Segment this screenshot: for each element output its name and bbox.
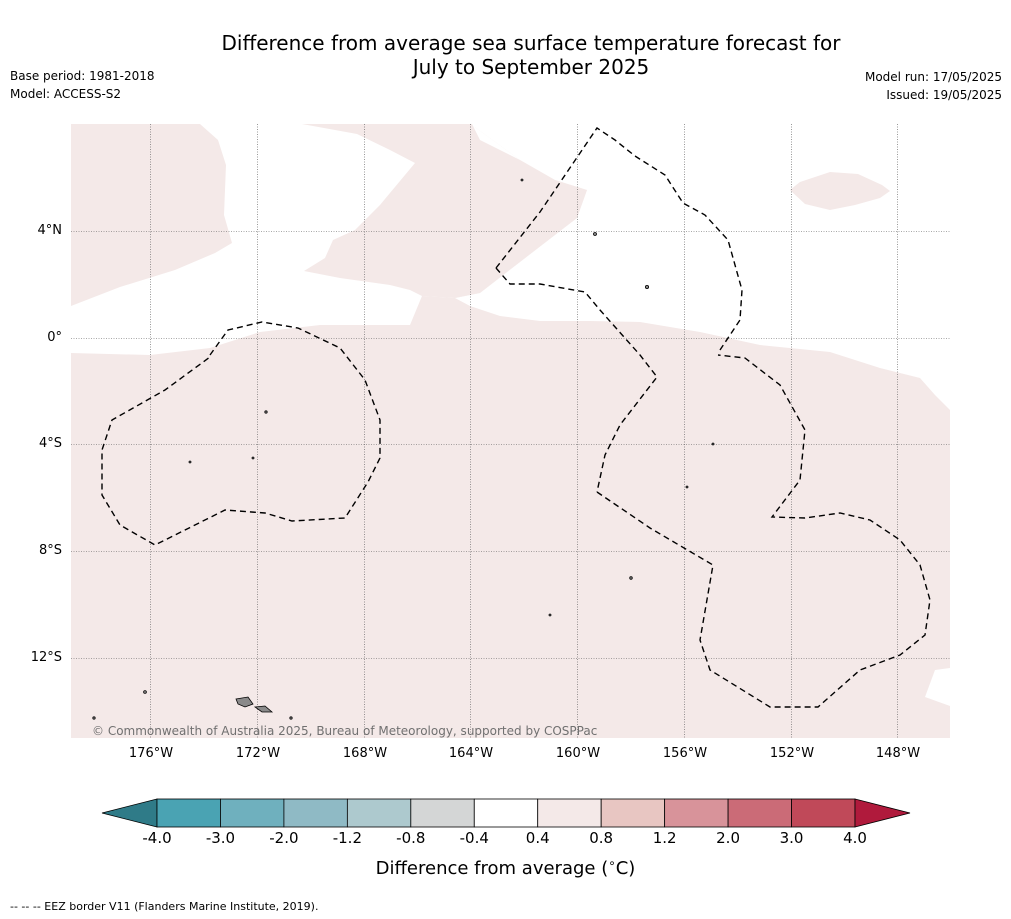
lat-label-12s: 12°S (30, 650, 62, 665)
island-savaii (235, 696, 254, 708)
colorbar-label-unit: C) (615, 858, 636, 879)
colorbar-segment (600, 798, 666, 828)
colorbar-tick-label: 1.2 (652, 829, 677, 847)
issued-date: Issued: 19/05/2025 (886, 88, 1002, 102)
island-atoll-12 (548, 613, 552, 617)
lat-label-0: 0° (47, 330, 62, 345)
lon-label-156w: 156°W (662, 746, 708, 761)
colorbar-segment (473, 798, 539, 828)
eez-border-kiribati-east (495, 127, 743, 351)
lon-label-152w: 152°W (769, 746, 815, 761)
island-atoll-13 (520, 178, 524, 182)
colorbar-tick-label: 0.8 (589, 829, 614, 847)
colorbar-tick-label: 0.4 (525, 829, 550, 847)
meta-right: Model run: 17/05/2025 Issued: 19/05/2025 (865, 68, 1002, 104)
eez-border-kiribati-north (495, 267, 658, 493)
map-title-line1: Difference from average sea surface temp… (221, 31, 841, 55)
island-upolu (253, 705, 274, 713)
island-atoll-10 (711, 442, 715, 446)
lon-label-168w: 168°W (342, 746, 388, 761)
colorbar-segment (283, 798, 348, 828)
colorbar-segment (156, 798, 221, 828)
colorbar-tick-label: -0.8 (396, 829, 426, 847)
island-atoll-6 (629, 576, 633, 580)
colorbar-segment (346, 798, 412, 828)
colorbar-segment (220, 798, 285, 828)
island-atoll-3 (251, 456, 255, 460)
colorbar-tick-label: -4.0 (142, 829, 172, 847)
colorbar-segment (727, 798, 792, 828)
lat-label-4n: 4°N (37, 223, 63, 238)
eez-borders (101, 127, 931, 708)
eez-border-cook-polynesia (596, 354, 931, 708)
base-period: Base period: 1981-2018 (10, 69, 155, 83)
lon-label-148w: 148°W (875, 746, 921, 761)
colorbar-tick-label: -3.0 (205, 829, 236, 847)
colorbar-tick-label: 2.0 (716, 829, 740, 847)
colorbar-extend-high (854, 798, 911, 828)
lon-label-176w: 176°W (128, 746, 174, 761)
island-atoll-5 (645, 284, 650, 289)
island-atoll-9 (289, 716, 293, 720)
model-run: Model run: 17/05/2025 (864, 70, 1002, 84)
model-name: Model: ACCESS-S2 (10, 87, 122, 101)
meta-left: Base period: 1981-2018 Model: ACCESS-S2 (10, 67, 155, 103)
colorbar-tick-label: -2.0 (269, 829, 299, 847)
colorbar-segment (664, 798, 729, 828)
eez-border-tokelau-samoa (101, 321, 381, 546)
map-title: Difference from average sea surface temp… (0, 31, 1011, 79)
island-atoll-1 (264, 410, 268, 414)
island-atoll-2 (188, 460, 192, 464)
colorbar-extend-low (101, 798, 158, 828)
island-atoll-4 (593, 232, 597, 236)
colorbar-tick-label: -1.2 (332, 829, 362, 847)
lat-label-8s: 8°S (38, 543, 62, 558)
degree-symbol: ∘ (608, 856, 616, 870)
map-title-line2: July to September 2025 (412, 55, 650, 79)
eez-legend-note: -- -- -- EEZ border V11 (Flanders Marine… (10, 900, 319, 913)
lon-label-160w: 160°W (555, 746, 601, 761)
anomaly-region-nw (71, 124, 232, 306)
neutral-notch-se (925, 668, 950, 706)
island-atoll-11 (685, 485, 689, 489)
lon-label-172w: 172°W (235, 746, 281, 761)
colorbar-tick-label: 4.0 (843, 829, 867, 847)
island-atoll-7 (143, 690, 147, 694)
islands (92, 178, 715, 720)
sst-anomaly-map (71, 124, 950, 738)
colorbar-segment (537, 798, 602, 828)
anomaly-blob-ne (790, 172, 890, 210)
colorbar-tick-label: -0.4 (459, 829, 489, 847)
colorbar-label-text: Difference from average ( (375, 858, 609, 879)
anomaly-region-n (302, 124, 587, 298)
colorbar-tick-label: 3.0 (779, 829, 804, 847)
island-atoll-8 (92, 716, 96, 720)
colorbar-segment (410, 798, 475, 828)
copyright-notice: © Commonwealth of Australia 2025, Bureau… (92, 724, 598, 738)
colorbar-label: Difference from average (∘C) (0, 856, 1011, 879)
lon-label-164w: 164°W (448, 746, 494, 761)
colorbar (101, 798, 911, 828)
lat-label-4s: 4°S (38, 436, 62, 451)
colorbar-segment (791, 798, 856, 828)
